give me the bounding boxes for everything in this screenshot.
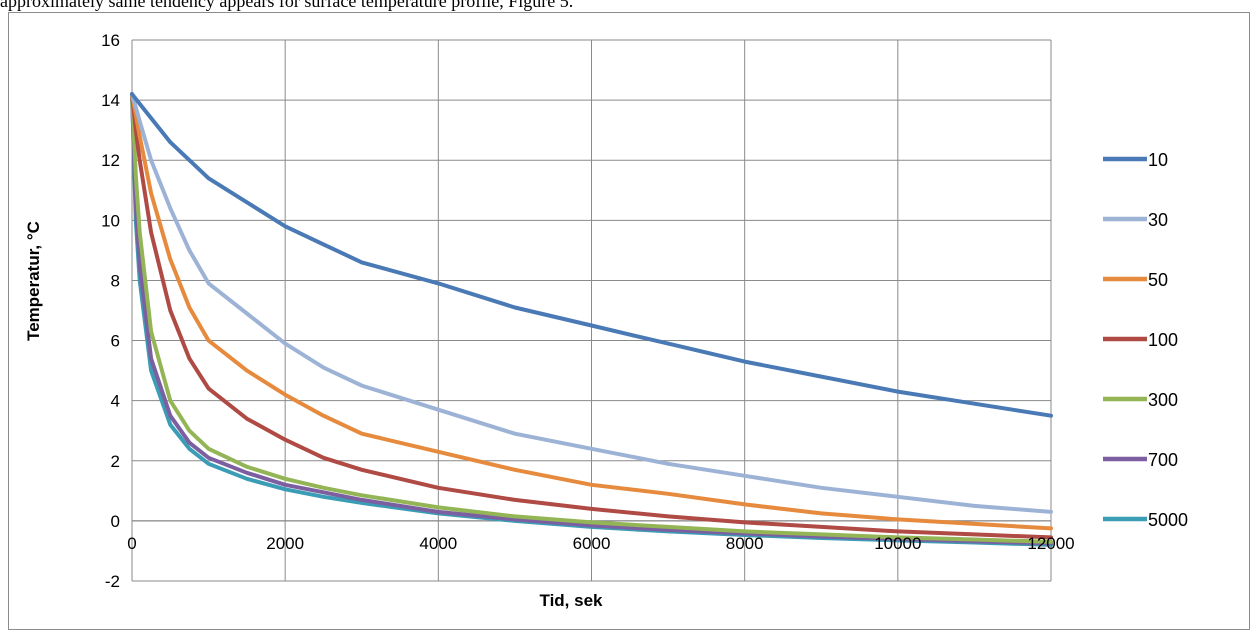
x-tick-label: 6000: [573, 534, 611, 553]
series-line-700: [130, 92, 1053, 546]
series-line-300: [130, 92, 1053, 544]
series-line-50: [130, 92, 1053, 531]
y-tick-label: 8: [111, 271, 120, 290]
legend-label-700: 700: [1148, 450, 1178, 470]
x-tick-label: 4000: [419, 534, 457, 553]
series-line-100: [130, 92, 1053, 540]
y-tick-label: -2: [105, 572, 120, 591]
legend-label-5000: 5000: [1148, 510, 1188, 530]
x-tick-label: 0: [127, 534, 136, 553]
y-tick-label: 4: [111, 392, 120, 411]
line-chart: -2 0 2 4 6 8 10 12 14 16 0 2000 4000 6000 8000 10000 120…: [24, 31, 1188, 610]
body-text: approximately same tendency appears for …: [0, 0, 574, 11]
x-tick-label: 2000: [266, 534, 304, 553]
x-tick-label: 10000: [874, 534, 921, 553]
series-line-30: [130, 92, 1053, 514]
y-tick-label: 10: [101, 211, 120, 230]
chart-area: -2 0 2 4 6 8 10 12 14 16 0 2000 4000 6000 8000 10000 120…: [8, 12, 1250, 630]
y-tick-label: 6: [111, 332, 120, 351]
y-tick-label: 12: [101, 151, 120, 170]
legend-label-300: 300: [1148, 390, 1178, 410]
y-tick-label: 2: [111, 452, 120, 471]
y-axis-title: Temperatur, °C: [24, 221, 43, 341]
y-tick-label: 14: [101, 91, 120, 110]
y-tick-label: 0: [111, 512, 120, 531]
legend-label-30: 30: [1148, 210, 1168, 230]
legend-label-100: 100: [1148, 330, 1178, 350]
x-axis-title: Tid, sek: [540, 591, 604, 610]
legend-label-50: 50: [1148, 270, 1168, 290]
series-lines: [130, 92, 1053, 547]
x-tick-label: 8000: [726, 534, 764, 553]
x-tick-label: 12000: [1027, 534, 1074, 553]
legend: 10 30 50 100 300 700 5000: [1103, 150, 1188, 530]
legend-label-10: 10: [1148, 150, 1168, 170]
y-tick-label: 16: [101, 31, 120, 50]
series-line-10: [130, 92, 1053, 418]
tick-labels: -2 0 2 4 6 8 10 12 14 16 0 2000 4000 6000 8000 10000 120…: [101, 31, 1075, 591]
